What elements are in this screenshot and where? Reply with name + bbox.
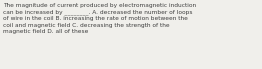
Text: The magnitude of current produced by electromagnetic induction
can be increased : The magnitude of current produced by ele… [3, 3, 196, 34]
